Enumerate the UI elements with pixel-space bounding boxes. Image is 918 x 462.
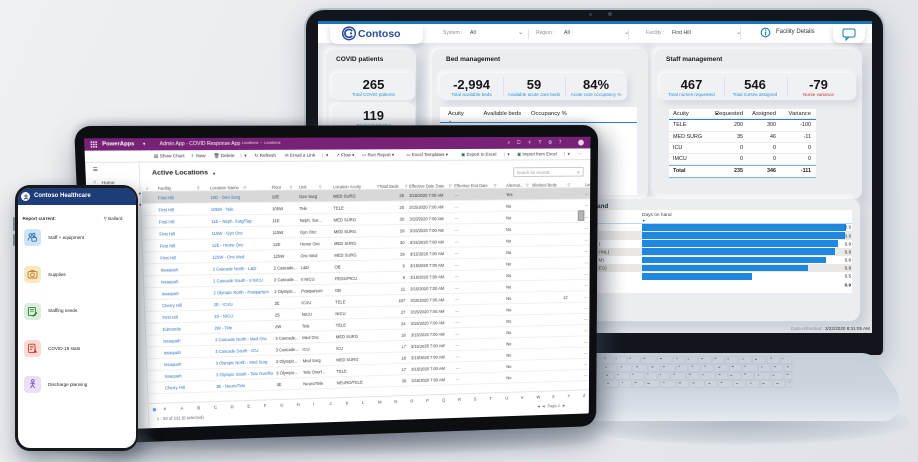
svg-text:Contoso: Contoso <box>358 28 401 40</box>
